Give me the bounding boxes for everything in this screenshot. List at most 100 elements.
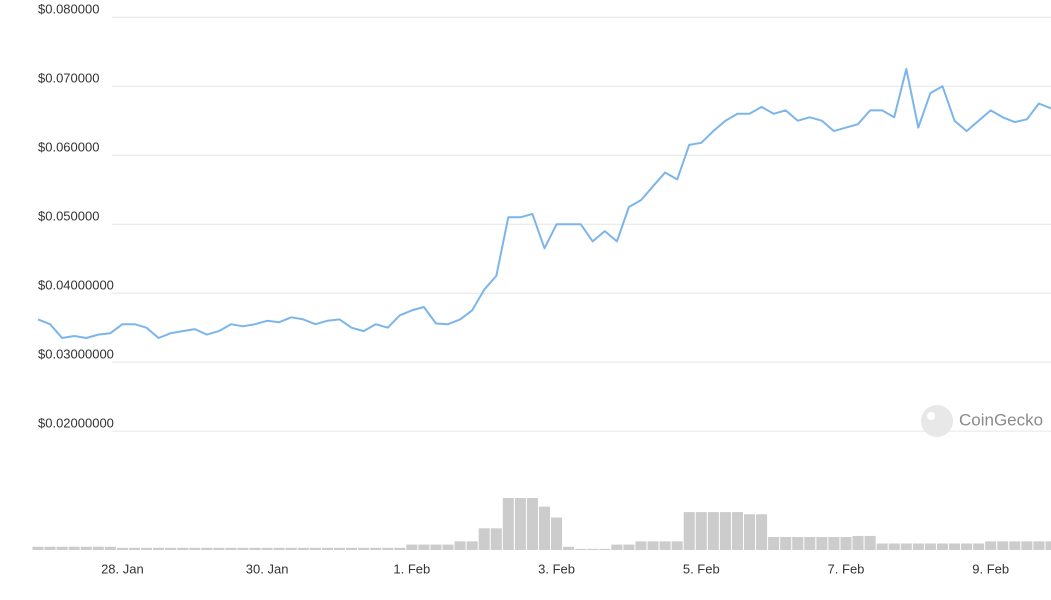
volume-bar [406,544,418,550]
plot: $0.02000000 $0.03000000 $0.04000000 $0.0500… [32,2,1051,576]
volume-bar [840,537,852,550]
volume-bar [454,541,466,550]
x-tick-label: 3. Feb [538,561,575,576]
volume-bar [165,547,177,550]
y-tick-label: $0.04000000 [38,278,114,293]
volume-bar [237,547,249,550]
y-tick-label: $0.060000 [38,140,99,155]
volume-bar [92,546,104,550]
y-tick-label: $0.070000 [38,71,99,86]
volume-bar [526,498,538,550]
volume-bar [141,547,153,550]
volume-bar [961,543,973,550]
volume-bar [32,546,44,550]
volume-bar [900,543,912,550]
volume-bar [1009,541,1021,550]
volume-bar [587,548,599,550]
x-tick-label: 7. Feb [828,561,865,576]
volume-bar [538,506,551,550]
volume-bar [297,547,309,550]
y-tick-label: $0.050000 [38,209,99,224]
volume-bar [671,541,683,550]
volume-bar [56,546,68,550]
volume-bar [201,547,213,550]
x-tick-label: 30. Jan [246,561,289,576]
volume-bar [828,537,840,550]
volume-bar [514,498,526,550]
volume-bar [563,546,575,550]
volume-bar [1045,541,1051,550]
volume-bar [502,498,514,550]
volume-bar [816,537,828,550]
volume-bar [478,528,490,550]
volume-bar [333,547,346,550]
volume-bar [864,535,876,550]
volume-bar [80,546,92,550]
volume-bar [225,547,237,550]
volume-bar [490,528,502,550]
volume-bar [888,543,900,550]
volume-bar [346,547,358,550]
volume-bar [936,543,948,550]
volume-bar [647,541,659,550]
volume-bar [780,537,792,550]
volume-bar [68,546,80,550]
x-tick-label: 5. Feb [683,561,720,576]
volume-bar [804,537,816,550]
volume-bar [731,512,743,550]
y-tick-label: $0.03000000 [38,347,114,362]
volume-bar [261,547,273,550]
volume-bar [756,514,768,550]
volume-bar [768,537,780,550]
x-tick-label: 28. Jan [101,561,144,576]
volume-bar [177,547,189,550]
volume-bar [852,535,864,550]
volume-bar [153,547,165,550]
volume-bar [249,547,261,550]
volume-bar [358,547,370,550]
volume-bar [104,546,116,550]
x-tick-label: 1. Feb [393,561,430,576]
volume-bar [948,543,961,550]
volume-bar [116,547,128,550]
volume-bar [430,544,442,550]
volume-bar [924,543,936,550]
volume-bar [623,544,635,550]
volume-bar [442,544,454,550]
volume-bar [743,514,756,550]
volume-bar [635,541,647,550]
volume-bar [912,543,924,550]
volume-bar [1021,541,1033,550]
y-tick-label: $0.02000000 [38,416,114,431]
volume-bar [466,541,478,550]
volume-bar [273,547,285,550]
volume-bar [309,547,321,550]
watermark: CoinGecko [921,405,1043,437]
price-line [37,68,1051,339]
volume-bar [575,548,587,550]
volume-bar [599,548,611,550]
volume-bar [973,543,985,550]
volume-bar [189,547,201,550]
watermark-eye [927,412,935,420]
volume-bar [1033,541,1045,550]
volume-bar [683,512,695,550]
volume-bar [285,547,297,550]
volume-bar [370,547,382,550]
volume-bar [997,541,1009,550]
volume-bar [659,541,671,550]
volume-bar [382,547,394,550]
volume-bar [213,547,225,550]
volume-bar [707,512,719,550]
y-tick-label: $0.080000 [38,2,99,17]
volume-bar [551,517,563,550]
volume-bar [611,544,623,550]
volume-bar [985,541,997,550]
volume-bar [695,512,707,550]
volume-bar [321,547,333,550]
volume-bar [418,544,430,550]
volume-bar [792,537,804,550]
watermark-text: CoinGecko [959,410,1043,429]
volume-bar [876,543,888,550]
